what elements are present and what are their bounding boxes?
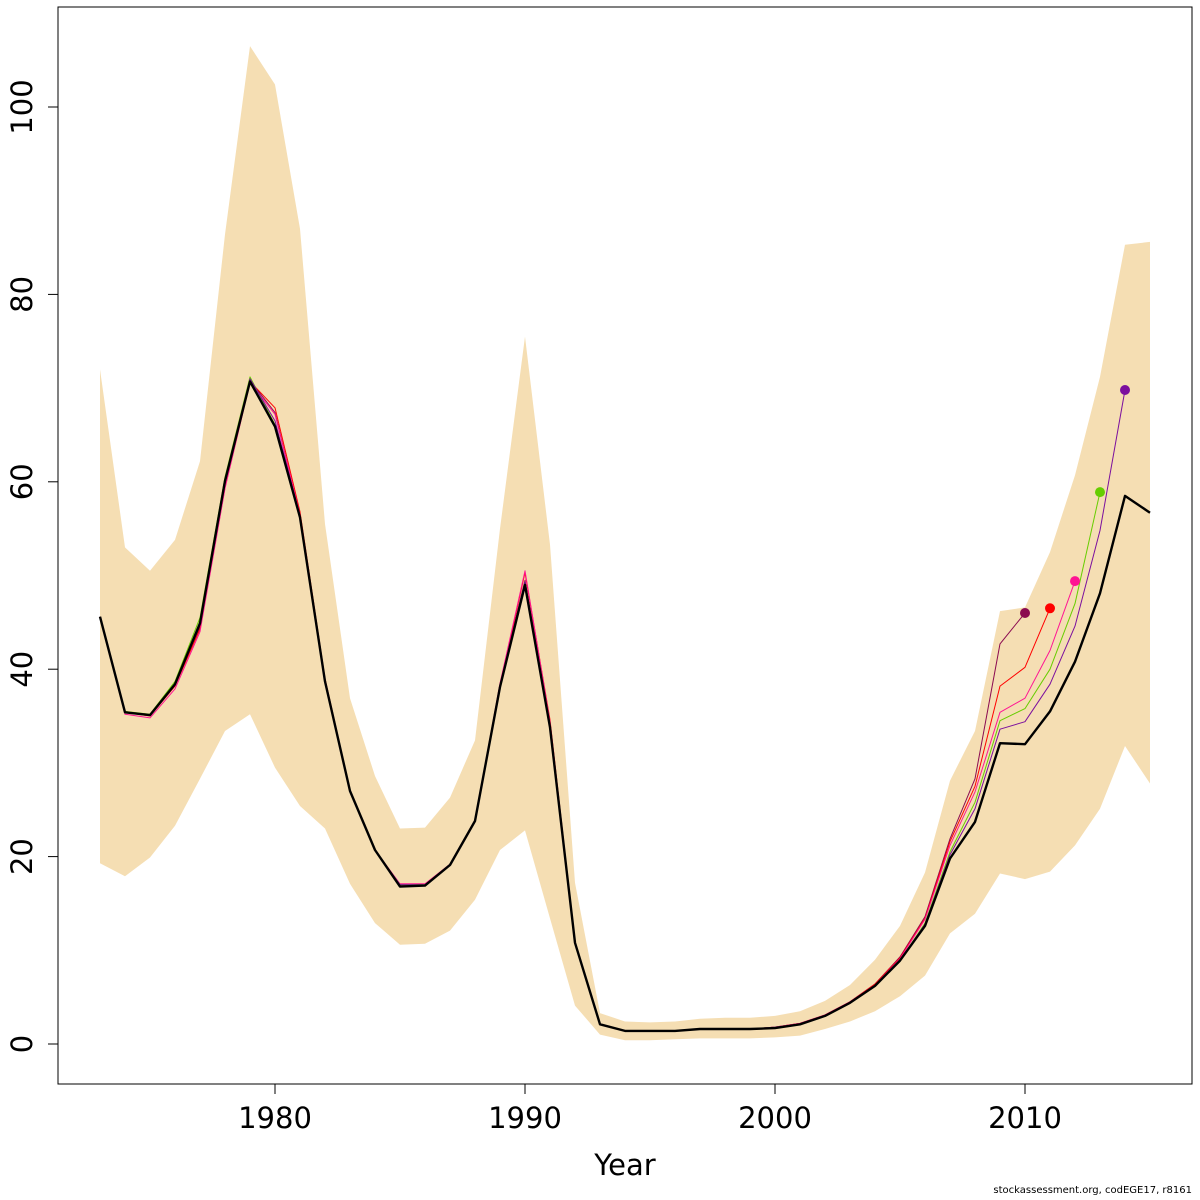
x-tick-label: 2010 (988, 1101, 1062, 1135)
x-tick-label: 2000 (738, 1101, 812, 1135)
y-tick-label: 20 (5, 838, 39, 875)
series-endpoints (1020, 385, 1130, 618)
x-axis: 1980 1990 2000 2010 (238, 1084, 1062, 1135)
series-endpoint (1095, 487, 1105, 498)
y-tick-label: 40 (5, 651, 39, 688)
y-tick-label: 100 (5, 79, 39, 134)
confidence-band (100, 46, 1150, 1041)
band-area (100, 46, 1150, 1041)
series-endpoint (1120, 385, 1130, 395)
series-lines (98, 376, 1151, 1033)
y-axis: 0 20 40 60 80 100 (5, 79, 58, 1053)
credit-text: stockassessment.org, codEGE17, r8161 (993, 1185, 1192, 1196)
x-tick-label: 1990 (488, 1101, 562, 1135)
x-tick-label: 1980 (238, 1101, 312, 1135)
y-tick-label: 80 (5, 276, 39, 313)
y-tick-label: 0 (5, 1035, 39, 1053)
series-endpoint (1045, 603, 1055, 614)
plot-frame (57, 6, 1193, 1085)
y-tick-label: 60 (5, 463, 39, 500)
series-line (98, 380, 1151, 1033)
series-endpoint (1020, 608, 1030, 618)
x-axis-label: Year (593, 1148, 655, 1182)
series-endpoint (1070, 576, 1080, 587)
